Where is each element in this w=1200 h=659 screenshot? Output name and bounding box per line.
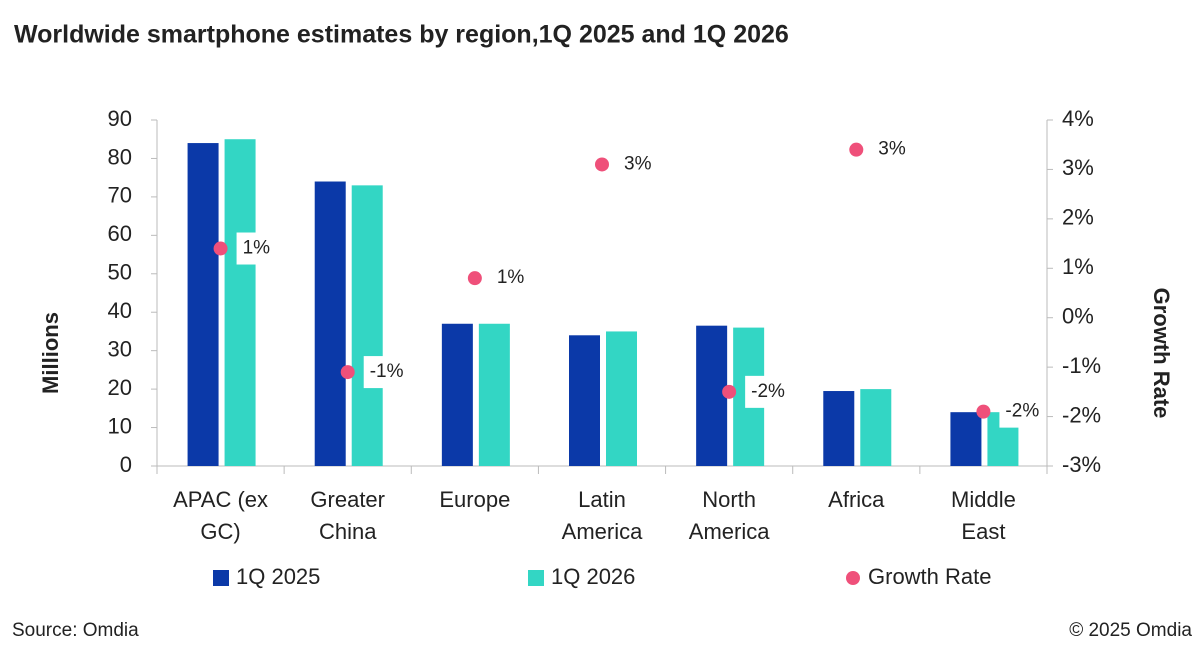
data-label-bg [872,133,917,166]
y2-tick-label: 1% [1062,254,1094,279]
data-label: -1% [370,361,404,382]
growth-dot [340,365,355,380]
growth-dot [722,384,737,399]
y-tick-label: 50 [108,260,132,285]
y-tick-label: 70 [108,183,132,208]
legend-swatch [846,571,860,585]
data-label-bg [236,232,281,265]
x-tick-label: Latin America [561,487,643,544]
data-label-bg [490,262,535,295]
data-label: 3% [624,154,652,175]
y-tick-label: 0 [120,452,132,477]
y2-tick-label: 2% [1062,205,1094,230]
growth-dot [595,157,609,172]
y-tick-label: 90 [108,106,132,131]
data-label-bg [999,395,1044,428]
source: Source: Omdia [12,620,139,641]
y-tick-label: 80 [108,144,132,169]
x-tick-label: Africa [828,487,885,512]
chart-title: Worldwide smartphone estimates by region… [14,21,789,49]
y2-tick-label: -3% [1062,452,1101,477]
bar [441,323,473,466]
bar [187,143,219,467]
legend-label: 1Q 2026 [551,564,635,589]
bar [224,139,256,466]
bar [569,335,600,466]
legend-label: 1Q 2025 [236,564,320,589]
data-label: 1% [497,267,525,288]
data-label-bg [745,375,790,408]
y-tick-label: 10 [108,413,132,438]
x-tick-label: Middle East [951,487,1016,544]
y-tick-label: 40 [108,298,132,323]
legend-swatch [213,570,229,586]
y-tick-label: 30 [108,336,132,361]
bar [606,331,637,466]
x-tick-label: APAC (ex GC) [173,487,269,544]
legend-swatch [528,570,544,586]
bar [351,185,383,466]
data-label-bg [618,148,662,181]
bar [478,323,510,466]
bar [696,325,728,466]
legend-label: Growth Rate [868,564,992,589]
x-tick-label: Greater China [310,487,385,544]
data-label: -2% [1005,401,1039,422]
y2-axis-label: Growth Rate [1149,288,1174,419]
y2-tick-label: -2% [1062,402,1101,427]
y2-tick-label: -1% [1062,353,1101,378]
growth-dot [976,404,991,419]
y-axis-label: Millions [38,312,63,394]
x-tick-label: North America [688,487,770,544]
y-tick-label: 20 [108,375,132,400]
x-tick-label: Europe [439,487,511,512]
data-label: 3% [878,139,906,160]
data-label: 1% [243,238,271,259]
growth-dot [849,142,864,157]
bar [314,181,346,466]
data-label: -2% [751,381,785,402]
bar [860,389,892,466]
copyright: © 2025 Omdia [1069,620,1192,641]
y2-tick-label: 3% [1062,155,1094,180]
growth-dot [467,271,482,286]
bar [950,412,982,466]
bar [823,391,855,466]
y2-tick-label: 4% [1062,106,1094,131]
data-label-bg [363,356,408,389]
y2-tick-label: 0% [1062,304,1094,329]
y-tick-label: 60 [108,221,132,246]
growth-dot [213,241,228,256]
